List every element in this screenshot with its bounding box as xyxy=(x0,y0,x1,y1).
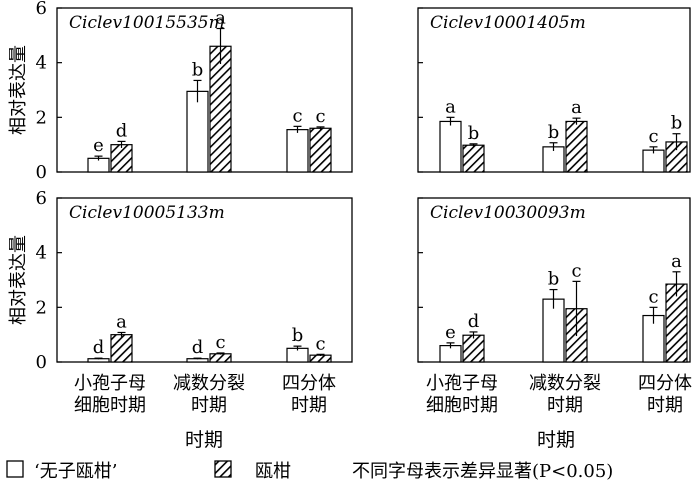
significance-letter: b xyxy=(468,123,480,144)
x-axis-title: 时期 xyxy=(537,429,575,451)
bar-hatched xyxy=(309,354,332,363)
legend-label-hatched: 瓯柑 xyxy=(255,461,291,482)
panel-title: Ciclev10015535m xyxy=(69,13,225,33)
significance-letter: c xyxy=(215,332,225,353)
category-label: 四分体 xyxy=(282,373,336,394)
y-tick-label: 4 xyxy=(36,243,47,264)
bar-hatched xyxy=(110,144,133,173)
significance-letter: b xyxy=(548,122,560,143)
legend-note: 不同字母表示差异显著(P<0.05) xyxy=(352,461,613,482)
significance-letter: c xyxy=(315,333,325,354)
category-label: 小孢子母 xyxy=(74,373,146,394)
bar-hatched xyxy=(209,45,232,173)
y-tick-label: 0 xyxy=(36,352,47,373)
significance-letter: e xyxy=(445,322,456,343)
bar-open xyxy=(286,129,309,173)
category-label: 减数分裂 xyxy=(173,373,245,394)
y-tick-label: 2 xyxy=(36,107,47,128)
significance-letter: a xyxy=(215,8,226,29)
bar-hatched xyxy=(309,127,332,173)
significance-letter: a xyxy=(445,96,456,117)
significance-letter: b xyxy=(671,113,683,134)
legend-swatch-hatched xyxy=(214,460,232,478)
significance-letter: b xyxy=(292,325,304,346)
significance-letter: d xyxy=(192,337,204,358)
category-label: 时期 xyxy=(547,395,583,416)
bar-open xyxy=(186,90,209,173)
category-label: 小孢子母 xyxy=(426,373,498,394)
category-label: 时期 xyxy=(291,395,327,416)
category-label: 四分体 xyxy=(638,373,692,394)
significance-letter: b xyxy=(548,269,560,290)
legend-label-open: ‘无子瓯柑’ xyxy=(34,461,117,482)
significance-letter: c xyxy=(648,286,658,307)
category-label: 细胞时期 xyxy=(426,395,498,416)
y-tick-label: 6 xyxy=(36,0,47,19)
x-axis-title: 时期 xyxy=(185,429,223,451)
panel-title: Ciclev10001405m xyxy=(430,13,586,33)
y-tick-label: 4 xyxy=(36,53,47,74)
bar-hatched xyxy=(565,120,588,173)
significance-letter: a xyxy=(571,97,582,118)
y-axis-title: 相对表达量 xyxy=(8,235,29,325)
significance-letter: c xyxy=(648,126,658,147)
panel-3: 0 2 4 6 Ciclev10005133m d d b a c c xyxy=(36,188,353,373)
significance-letter: b xyxy=(192,59,204,80)
significance-letter: d xyxy=(93,337,105,358)
y-tick-label: 2 xyxy=(36,297,47,318)
legend-swatch-open xyxy=(6,460,24,478)
bar-hatched xyxy=(110,334,133,363)
y-axis-title: 相对表达量 xyxy=(8,45,29,135)
significance-letter: d xyxy=(468,311,480,332)
bar-hatched xyxy=(209,353,232,363)
significance-letter: c xyxy=(571,260,581,281)
category-label: 减数分裂 xyxy=(529,373,601,394)
category-label: 时期 xyxy=(191,395,227,416)
significance-letter: d xyxy=(116,120,128,141)
y-tick-label: 0 xyxy=(36,162,47,183)
bar-hatched xyxy=(462,144,485,173)
significance-letter: c xyxy=(315,106,325,127)
category-label: 细胞时期 xyxy=(74,395,146,416)
bar-hatched xyxy=(462,334,485,363)
bar-open xyxy=(439,120,462,173)
y-tick-label: 6 xyxy=(36,188,47,209)
significance-letter: a xyxy=(671,251,682,272)
significance-letter: e xyxy=(93,135,104,156)
panel-1: 0 2 4 6 Ciclev10015535m e b c d a c xyxy=(36,0,353,183)
panel-title: Ciclev10030093m xyxy=(430,203,586,223)
category-label: 时期 xyxy=(647,395,683,416)
significance-letter: a xyxy=(116,311,127,332)
significance-letter: c xyxy=(292,105,302,126)
panel-title: Ciclev10005133m xyxy=(69,203,225,223)
